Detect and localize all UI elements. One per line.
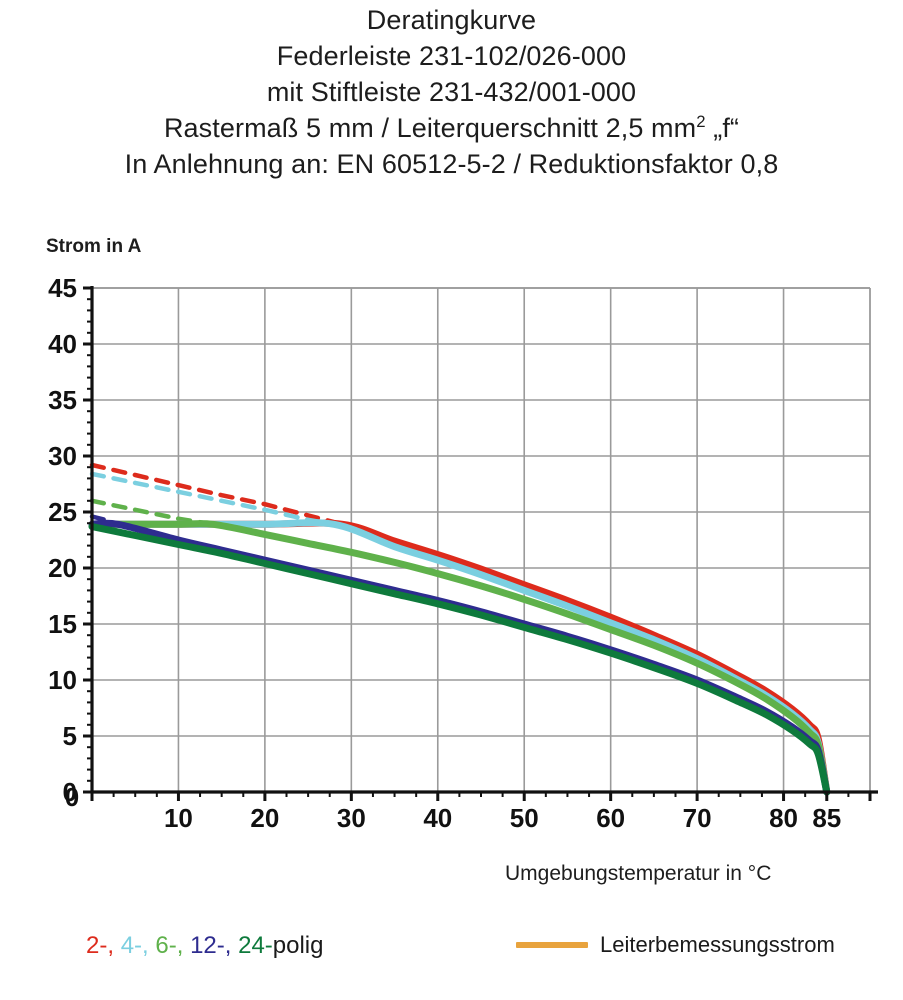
- svg-text:60: 60: [596, 803, 625, 833]
- svg-text:30: 30: [337, 803, 366, 833]
- svg-text:85: 85: [812, 803, 841, 833]
- series-6-polig-dashed-: [89, 498, 216, 527]
- legend-separator: ,: [176, 932, 191, 959]
- svg-text:10: 10: [164, 803, 193, 833]
- legend: 2-, 4-, 6-, 12-, 24-polig Leiterbemessun…: [0, 932, 903, 978]
- y-axis-label: Strom in A: [46, 236, 142, 257]
- svg-text:25: 25: [48, 497, 77, 527]
- title-line-5: In Anlehnung an: EN 60512-5-2 / Reduktio…: [124, 149, 779, 179]
- title-line-3: mit Stiftleiste 231-432/001-000: [266, 77, 637, 107]
- series-4-polig-dashed-: [89, 471, 337, 527]
- legend-pole-4: 4-: [120, 932, 143, 959]
- grid-lines: [92, 287, 871, 792]
- legend-poles: 2-, 4-, 6-, 12-, 24-polig: [86, 932, 324, 960]
- svg-text:5: 5: [63, 721, 77, 751]
- svg-text:70: 70: [683, 803, 712, 833]
- title-line-1: Deratingkurve: [366, 5, 537, 35]
- legend-separator: ,: [142, 932, 156, 959]
- svg-text:10: 10: [48, 665, 77, 695]
- svg-text:35: 35: [48, 385, 77, 415]
- title-line-4: Rastermaß 5 mm / Leiterquerschnitt 2,5 m…: [0, 110, 903, 146]
- svg-text:20: 20: [48, 553, 77, 583]
- legend-rated-current-label: Leiterbemessungsstrom: [600, 932, 835, 957]
- legend-pole-12: 12-: [190, 932, 225, 959]
- axis-lines: [83, 286, 878, 801]
- svg-text:30: 30: [48, 441, 77, 471]
- legend-rated-current: Leiterbemessungsstrom: [516, 932, 835, 958]
- legend-suffix: polig: [272, 932, 324, 959]
- series-24-polig: [88, 523, 831, 796]
- chart-title-block: Deratingkurve Federleiste 231-102/026-00…: [0, 2, 903, 182]
- svg-text:80: 80: [769, 803, 798, 833]
- legend-separator: ,: [107, 932, 121, 959]
- svg-text:40: 40: [423, 803, 452, 833]
- series-6-polig: [88, 520, 831, 796]
- legend-pole-24: 24-: [238, 932, 273, 959]
- title-line-4-tail: „f“: [705, 113, 740, 143]
- title-superscript: 2: [696, 112, 706, 131]
- series-2-polig-dashed-: [89, 462, 345, 527]
- tick-labels: 0 5 10 15 20 25 30 35 40 45 10 20 30 40 50 60 70 80 85 0: [48, 273, 841, 833]
- series-2-polig: [88, 519, 831, 796]
- svg-text:0: 0: [65, 782, 79, 812]
- svg-text:0: 0: [63, 777, 77, 807]
- svg-text:15: 15: [48, 609, 77, 639]
- title-line-4-main: Rastermaß 5 mm / Leiterquerschnitt 2,5 m…: [163, 113, 697, 143]
- title-line-2: Federleiste 231-102/026-000: [276, 41, 627, 71]
- x-axis-label: Umgebungstemperatur in °C: [505, 862, 772, 885]
- series-lines: [88, 462, 831, 796]
- svg-text:50: 50: [510, 803, 539, 833]
- legend-separator: ,: [224, 932, 239, 959]
- legend-pole-2: 2-: [86, 932, 108, 959]
- svg-text:45: 45: [48, 273, 77, 303]
- svg-text:40: 40: [48, 329, 77, 359]
- legend-line-swatch: [516, 942, 588, 948]
- svg-text:20: 20: [250, 803, 279, 833]
- legend-pole-6: 6-: [155, 932, 177, 959]
